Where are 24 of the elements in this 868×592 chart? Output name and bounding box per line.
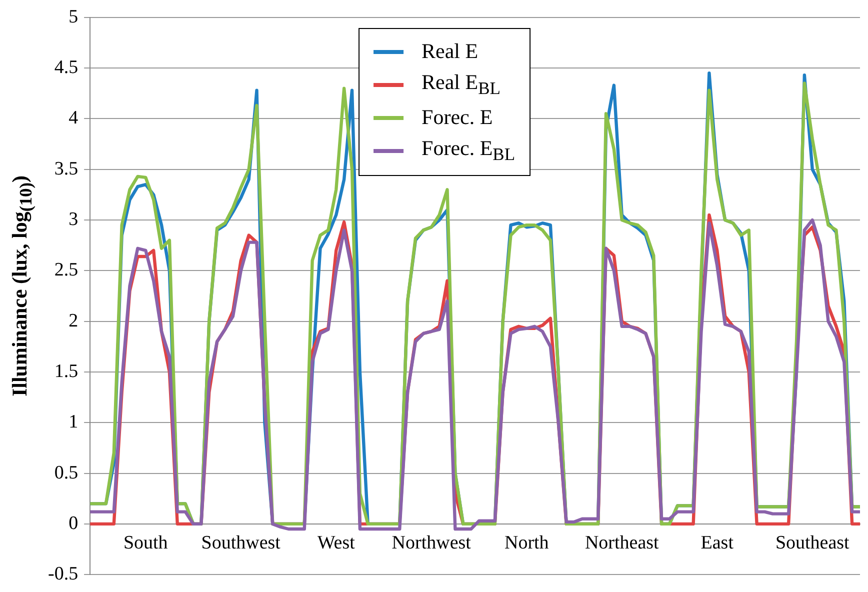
x-tick-label: East [700, 532, 734, 554]
y-tick-label: -0.5 [48, 564, 78, 585]
x-tick-label: Southeast [775, 532, 850, 554]
y-tick-label: 4 [68, 108, 79, 129]
y-tick-label: 2 [68, 310, 78, 332]
legend-label: Real E$_{BL}$ [422, 70, 500, 100]
x-tick-label: North [504, 532, 550, 554]
legend-label: Forec. E [422, 105, 493, 130]
y-tick-label: 0 [68, 512, 78, 534]
y-tick-label: 2.5 [54, 260, 78, 281]
y-tick-label: 1 [68, 412, 78, 433]
x-tick-label: Southwest [201, 532, 282, 554]
y-tick-label: 0.5 [54, 462, 78, 484]
y-tick-label: 5 [68, 6, 78, 28]
x-tick-label: West [317, 532, 356, 554]
legend-label: Real E [422, 39, 478, 64]
y-tick-label: 1.5 [54, 360, 78, 382]
x-tick-label: South [123, 532, 168, 554]
x-tick-label: Northeast [584, 532, 660, 554]
x-tick-label: Northwest [392, 532, 472, 554]
y-tick-label: 4.5 [54, 57, 78, 78]
y-tick-label: 3.5 [54, 158, 78, 180]
y-tick-label: 3 [68, 209, 78, 230]
legend-label: Forec. E$_{BL}$ [422, 136, 516, 166]
